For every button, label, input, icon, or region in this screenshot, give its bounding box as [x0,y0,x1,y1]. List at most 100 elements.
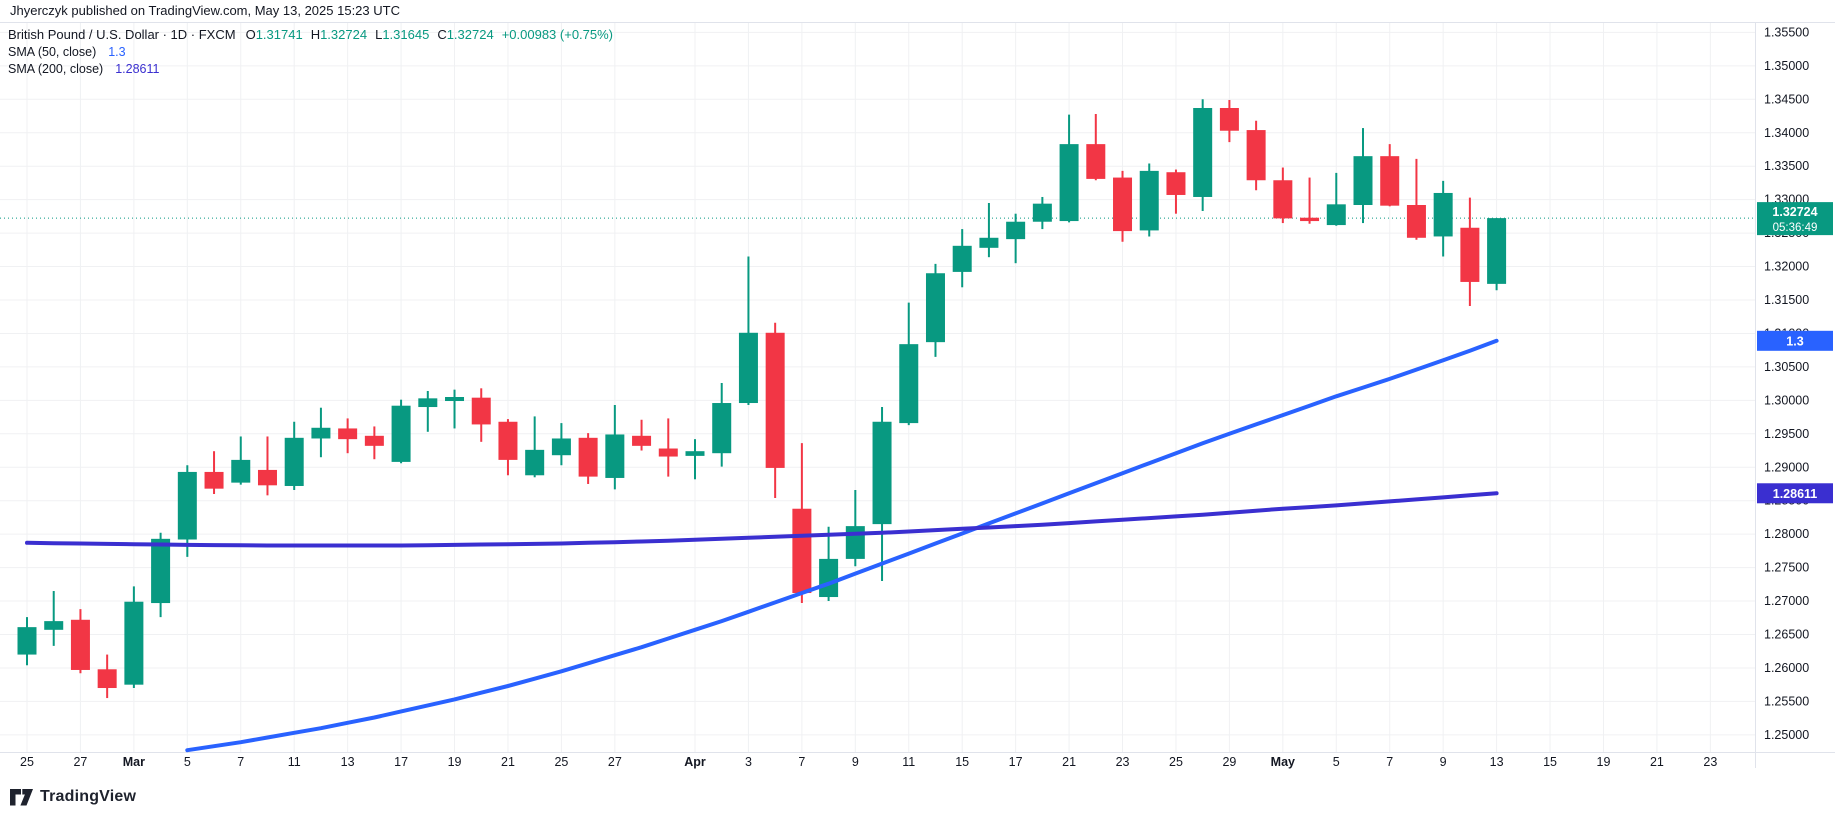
candle[interactable] [1273,167,1293,224]
candle[interactable] [1006,213,1026,264]
candle[interactable] [177,465,197,557]
sma-line[interactable] [25,491,1499,548]
candle[interactable] [712,382,732,467]
tradingview-logo-text: TradingView [40,788,137,805]
candle[interactable] [605,405,625,490]
candle[interactable] [97,654,117,699]
candle[interactable] [204,451,224,495]
candle[interactable] [925,263,945,357]
candle[interactable] [1326,172,1346,226]
open-value: 1.31741 [255,27,303,42]
candle[interactable] [338,418,358,454]
candle[interactable] [257,436,277,496]
legend-sma50-row[interactable]: SMA (50, close) 1.3 [8,45,613,59]
candle[interactable] [551,423,571,466]
date-axis-label: 5 [1333,755,1340,769]
candle[interactable] [1460,197,1480,307]
candle[interactable] [1139,163,1159,237]
tradingview-logo[interactable]: TradingView [10,788,136,806]
sma200-label: SMA (200, close) [8,62,104,76]
price-axis-label: 1.35500 [1764,25,1809,39]
open-label: O [245,27,256,42]
date-axis-label: 15 [1543,755,1557,769]
candle[interactable] [311,407,331,458]
candle[interactable] [1193,99,1213,212]
candles[interactable] [17,99,1507,699]
candle[interactable] [17,617,37,666]
price-axis-label: 1.27500 [1764,561,1809,575]
candle[interactable] [872,407,892,581]
candle[interactable] [525,416,545,478]
last-price-badge: 1.32724 05:36:49 [1757,202,1833,236]
high-label: H [310,27,321,42]
svg-text:1.3: 1.3 [1786,334,1803,348]
candle[interactable] [658,418,678,477]
candle[interactable] [471,388,491,442]
legend-sma200-row[interactable]: SMA (200, close) 1.28611 [8,62,613,76]
candle[interactable] [70,609,90,674]
candle[interactable] [418,390,438,432]
date-axis-label: 7 [798,755,805,769]
date-axis-label: 13 [1490,755,1504,769]
date-axis-label: 23 [1116,755,1130,769]
candle[interactable] [1059,114,1079,223]
low-label: L [375,27,383,42]
sma200-badge: 1.28611 [1757,483,1833,504]
candle[interactable] [1166,169,1186,214]
chart-borders [0,22,1835,768]
price-axis[interactable]: 1.355001.350001.345001.340001.335001.330… [1764,25,1809,741]
candle[interactable] [391,399,411,464]
candle[interactable] [1032,196,1052,230]
candle[interactable] [1406,158,1426,240]
candle[interactable] [124,586,144,689]
candle[interactable] [284,421,304,490]
candle[interactable] [1380,144,1400,207]
candle[interactable] [1113,170,1133,242]
candle[interactable] [1433,180,1453,257]
date-axis-label: 29 [1222,755,1236,769]
candle[interactable] [845,489,865,567]
candle[interactable] [952,229,972,288]
candle[interactable] [738,256,758,406]
candle[interactable] [1487,218,1507,291]
candle[interactable] [632,419,652,451]
candle[interactable] [1086,114,1106,181]
symbol-title: British Pound / U.S. Dollar · 1D · FXCM [8,27,236,42]
candle[interactable] [231,436,251,485]
date-axis-label: 25 [554,755,568,769]
date-axis-label: 23 [1703,755,1717,769]
date-axis-label: 17 [394,755,408,769]
candle[interactable] [1300,177,1320,224]
candle[interactable] [979,202,999,258]
candle[interactable] [1219,99,1239,143]
candle[interactable] [685,439,705,480]
chart-legend: British Pound / U.S. Dollar · 1D · FXCM … [8,27,613,76]
candle[interactable] [792,443,812,604]
candle[interactable] [498,419,518,476]
candle[interactable] [44,591,64,646]
candle[interactable] [364,426,384,460]
candle[interactable] [1353,128,1373,224]
date-axis-label: 27 [608,755,622,769]
sma-line[interactable] [185,338,1499,753]
candle[interactable] [578,433,598,484]
date-axis-label: 9 [1440,755,1447,769]
date-axis-label: 17 [1009,755,1023,769]
sma200-value: 1.28611 [115,62,160,76]
date-axis-label: May [1271,755,1295,769]
price-axis-label: 1.30500 [1764,360,1809,374]
date-axis-label: 13 [341,755,355,769]
candle[interactable] [445,389,465,429]
date-axis[interactable]: 25 27 Mar 5 7 11 13 17 19 21 25 27 Apr 3 7 9 11 15 17 21 23 2… [20,755,1717,769]
candle[interactable] [765,322,785,499]
candle[interactable] [1246,120,1266,191]
legend-symbol-row[interactable]: British Pound / U.S. Dollar · 1D · FXCM … [8,27,613,42]
price-axis-label: 1.26500 [1764,628,1809,642]
candle[interactable] [899,302,919,426]
svg-text:1.32724: 1.32724 [1772,205,1817,219]
candle[interactable] [151,532,171,618]
candle[interactable] [819,526,839,602]
price-axis-label: 1.35000 [1764,59,1809,73]
